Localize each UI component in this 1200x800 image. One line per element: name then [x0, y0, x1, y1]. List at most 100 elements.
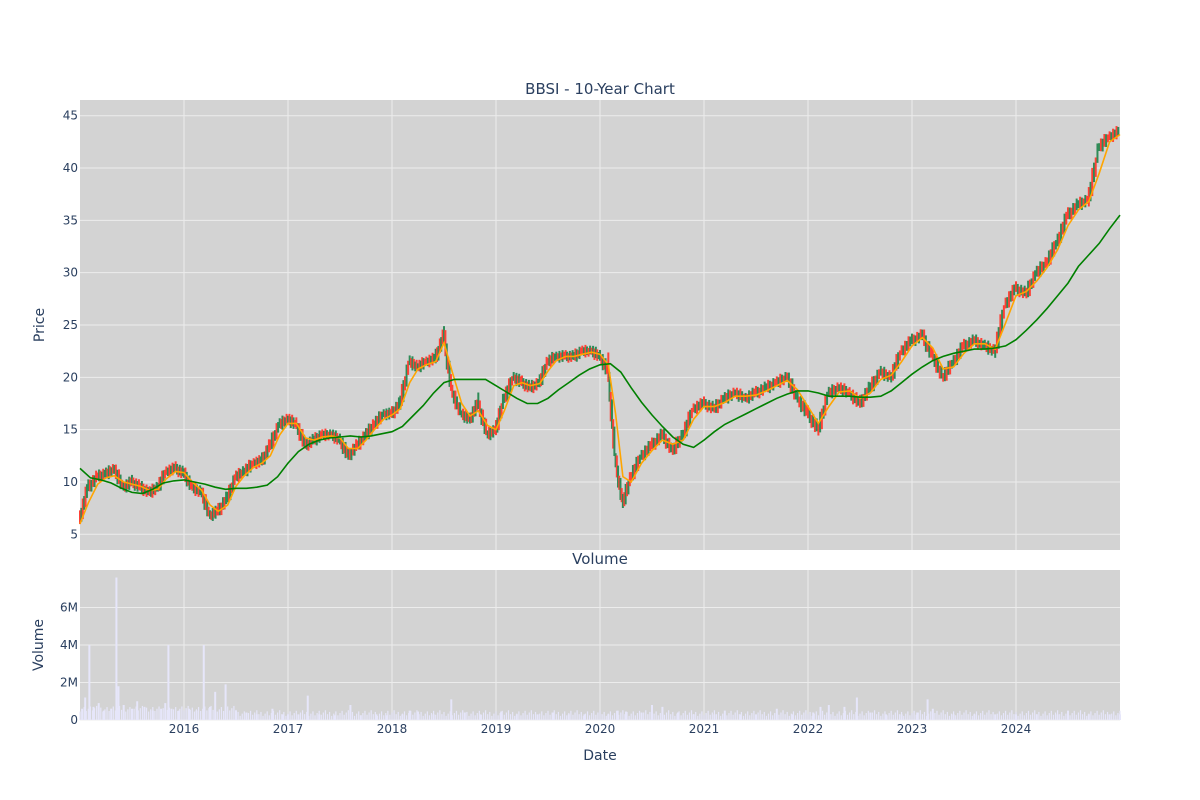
volume-bar — [489, 711, 491, 720]
volume-bar — [102, 710, 105, 720]
volume-bar — [110, 708, 113, 720]
volume-bar — [472, 711, 474, 720]
volume-bar — [824, 714, 826, 720]
volume-bar — [697, 715, 699, 720]
volume-bar — [478, 710, 480, 720]
volume-bar — [92, 706, 95, 720]
volume-bar — [378, 713, 381, 720]
volume-bar — [618, 714, 620, 720]
volume-bar — [1013, 714, 1015, 720]
volume-bar — [640, 712, 643, 720]
volume-bar — [1015, 714, 1017, 720]
volume-bar — [728, 713, 730, 720]
volume-bar — [830, 714, 832, 720]
volume-bar — [1098, 714, 1100, 720]
volume-bar — [1000, 715, 1003, 720]
price-gridlines — [80, 100, 1120, 550]
volume-bar — [424, 713, 426, 720]
volume-bar — [775, 708, 778, 720]
volume-bar — [651, 705, 653, 720]
volume-bar — [688, 712, 691, 720]
volume-bar — [884, 711, 886, 720]
x-tick-label: 2016 — [169, 722, 200, 736]
volume-bar — [628, 715, 630, 720]
volume-bar — [271, 708, 274, 720]
volume-bar — [460, 712, 462, 720]
volume-bar — [778, 714, 780, 720]
volume-bar — [732, 714, 734, 720]
volume-bar — [559, 715, 562, 720]
volume-bar — [625, 711, 627, 720]
volume-bar — [815, 711, 817, 720]
volume-bar — [443, 711, 445, 720]
volume-bar — [668, 710, 670, 720]
volume-bar — [485, 710, 487, 720]
volume-bar — [366, 714, 368, 720]
volume-bar — [133, 708, 135, 720]
volume-bar — [88, 645, 91, 720]
volume-bar — [709, 714, 711, 720]
volume-bar — [809, 711, 811, 720]
volume-bar — [389, 714, 391, 720]
volume-bar — [616, 710, 618, 720]
x-tick-label: 2021 — [689, 722, 720, 736]
volume-bar — [1038, 711, 1040, 720]
volume-bar — [512, 711, 514, 720]
volume-bar — [769, 711, 772, 720]
volume-bar — [187, 705, 189, 720]
volume-bar — [306, 695, 309, 720]
volume-bar — [145, 707, 148, 720]
volume-bar — [699, 713, 701, 720]
volume-bar — [609, 711, 611, 720]
volume-bar — [821, 710, 824, 720]
volume-bar — [759, 710, 761, 720]
volume-bar — [597, 712, 599, 720]
volume-bar — [541, 711, 543, 720]
volume-bar — [260, 711, 262, 720]
volume-bar — [859, 713, 861, 720]
volume-bar — [285, 715, 287, 720]
volume-gridlines — [80, 570, 1120, 721]
volume-bar — [674, 715, 676, 720]
volume-bar — [173, 709, 175, 720]
volume-bar — [909, 715, 911, 720]
volume-bar — [301, 710, 304, 720]
volume-bar — [387, 710, 389, 720]
price-y-tick-label: 15 — [63, 423, 78, 437]
volume-bar — [975, 711, 978, 720]
volume-bar — [903, 715, 905, 720]
volume-bar — [553, 710, 555, 720]
volume-bar — [791, 714, 794, 720]
volume-bar — [812, 712, 815, 720]
volume-bar — [788, 715, 790, 720]
volume-bar — [561, 713, 564, 720]
volume-bar — [451, 715, 453, 720]
volume-bar — [137, 710, 139, 720]
volume-bar — [1052, 714, 1055, 720]
volume-bar — [715, 714, 718, 720]
volume-bar — [202, 708, 204, 720]
volume-bar — [843, 706, 846, 720]
volume-bar — [291, 715, 293, 720]
x-tick-label: 2024 — [1001, 722, 1032, 736]
volume-bar — [503, 714, 505, 720]
volume-bar — [720, 715, 722, 720]
volume-bar — [819, 706, 822, 720]
volume-bar — [239, 715, 241, 720]
volume-bar — [896, 710, 899, 720]
volume-bar — [834, 715, 836, 720]
volume-bar — [395, 714, 397, 720]
volume-bar — [356, 713, 358, 720]
volume-bar — [283, 711, 285, 720]
x-tick-label: 2022 — [793, 722, 824, 736]
volume-bar — [557, 711, 559, 720]
volume-bar — [393, 710, 395, 720]
volume-bar — [206, 710, 208, 720]
volume-bar — [351, 711, 354, 720]
volume-bar — [950, 713, 953, 720]
volume-bar — [566, 715, 568, 720]
volume-bar — [946, 711, 948, 720]
volume-bar — [316, 713, 318, 720]
volume-bar — [739, 714, 742, 720]
volume-bar — [262, 715, 264, 720]
